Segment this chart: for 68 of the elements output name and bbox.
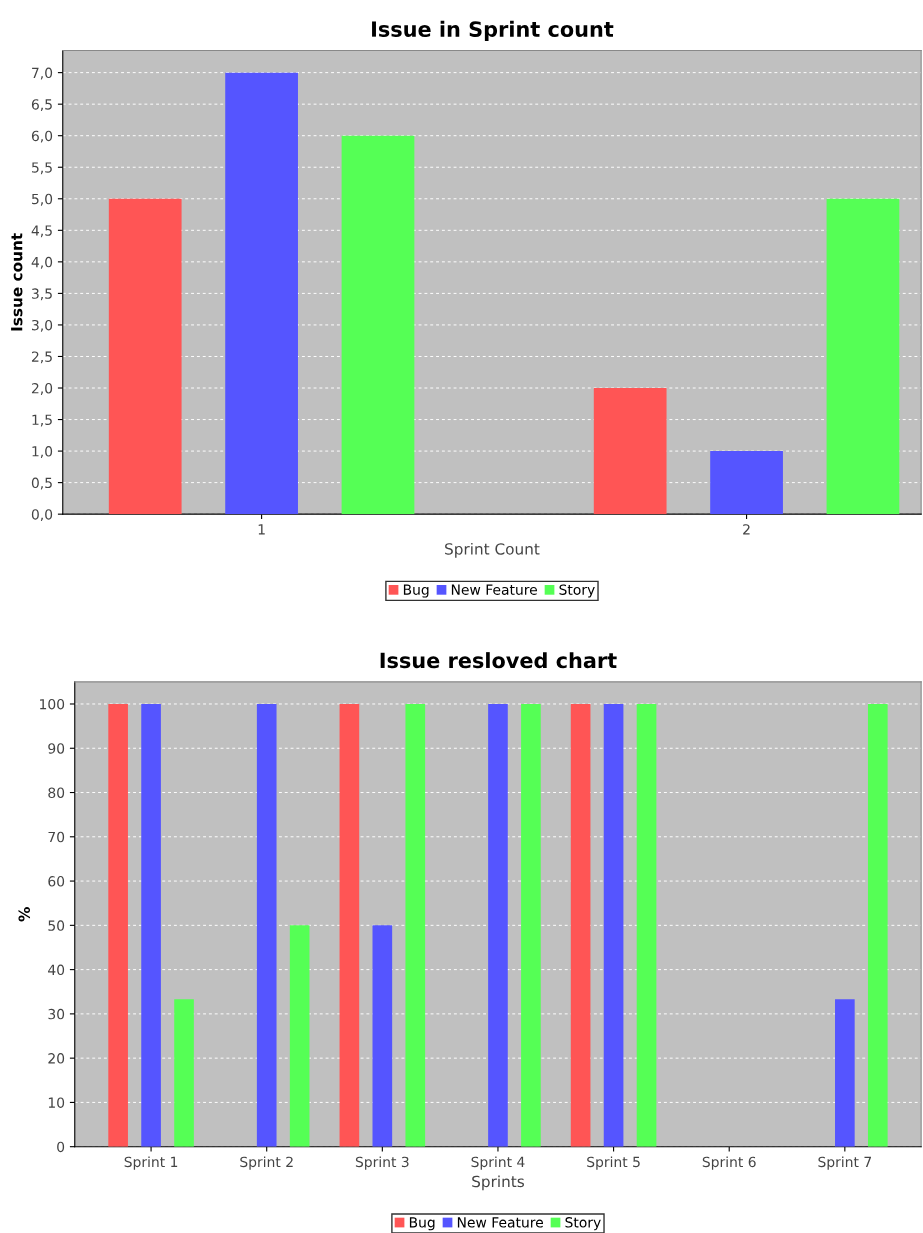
x-tick-label: Sprint 4 [471,1156,525,1170]
x-tick-label: 1 [258,524,265,535]
y-tick-label: 2,5 [31,351,52,364]
y-axis-title: Issue count [11,233,23,331]
x-tick-label: Sprint 3 [355,1156,409,1170]
legend-label: Story [559,584,595,598]
y-tick-label: 50 [48,920,65,931]
bar [372,925,393,1147]
bar [141,703,161,1147]
y-tick-label: 60 [48,876,65,887]
y-tick-label: 0,0 [31,509,53,522]
y-tick-label: 4,0 [31,256,53,269]
bar [835,999,855,1147]
y-axis-title: % [18,907,31,922]
x-tick-label: 2 [743,524,750,535]
bar [521,703,541,1147]
bar [289,925,310,1147]
y-tick-label: 2,0 [31,382,53,395]
x-axis-title: Sprint Count [445,542,540,558]
y-tick-label: 5,5 [32,162,52,175]
y-tick-label: 1,5 [32,414,52,427]
bar [405,703,426,1147]
y-tick-label: 30 [48,1008,65,1020]
bar [256,703,277,1147]
bar [593,388,667,515]
y-tick-label: 1,0 [32,446,53,458]
y-tick-label: 80 [48,787,65,798]
x-tick-label: Sprint 5 [587,1156,640,1170]
x-tick-label: Sprint 2 [240,1156,293,1170]
chart-title: Issue in Sprint count [372,20,614,41]
bar [225,72,298,515]
y-tick-label: 4,5 [31,225,52,238]
bar [339,703,360,1147]
y-tick-label: 0 [57,1141,65,1153]
legend-label: Bug [403,584,429,598]
bar [603,703,624,1147]
bar [174,999,194,1147]
y-tick-label: 70 [48,831,65,843]
x-tick-label: Sprint 6 [702,1156,756,1170]
y-tick-label: 6,0 [31,130,53,143]
legend-label: Bug [409,1217,435,1231]
bar [636,703,657,1147]
legend-label: New Feature [457,1217,543,1228]
y-tick-label: 3,5 [32,288,52,301]
x-tick-label: Sprint 7 [818,1156,871,1170]
y-tick-label: 7,0 [32,67,53,80]
bar [108,198,182,515]
bar [108,703,128,1147]
y-tick-label: 100 [40,698,65,710]
y-tick-label: 6,5 [31,99,52,112]
y-tick-label: 20 [48,1053,65,1064]
x-axis-title: Sprints [472,1175,524,1191]
legend-label: New Feature [451,584,537,595]
y-tick-label: 90 [48,743,65,754]
bar [710,451,783,515]
bar [488,703,508,1147]
x-tick-label: Sprint 1 [124,1156,178,1170]
y-tick-label: 3,0 [32,319,53,332]
bar [341,135,415,515]
y-tick-label: 5,0 [32,193,53,206]
bar [826,198,900,515]
y-tick-label: 10 [48,1097,65,1108]
bar [867,703,888,1147]
legend-label: Story [565,1217,601,1231]
chart-title: Issue resloved chart [380,652,617,669]
bar [570,703,591,1147]
y-tick-label: 40 [48,964,65,976]
y-tick-label: 0,5 [31,477,52,490]
